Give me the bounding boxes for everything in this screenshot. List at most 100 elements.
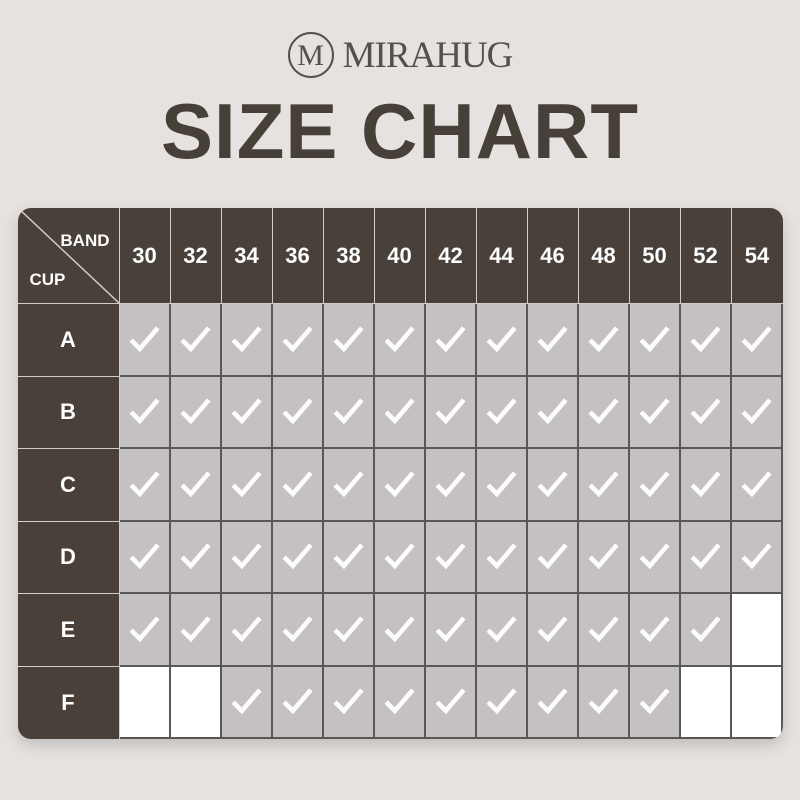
band-size-header-50: 50 [629,208,681,304]
band-size-header-36: 36 [272,208,324,304]
check-icon [486,326,517,352]
size-cell-F-32 [170,666,222,739]
check-icon [741,398,772,425]
size-cell-B-30 [119,376,171,449]
size-cell-A-48 [578,304,630,377]
band-size-header-38: 38 [323,208,375,304]
check-icon [231,688,262,715]
check-icon [435,543,466,570]
size-cell-C-38 [323,449,375,522]
size-cell-D-44 [476,521,528,594]
check-icon [231,398,262,425]
check-icon [129,543,160,570]
size-cell-C-52 [680,449,732,522]
size-cell-B-46 [527,376,579,449]
band-size-header-46: 46 [527,208,579,304]
size-cell-A-30 [119,304,171,377]
check-icon [333,543,364,570]
size-cell-D-42 [425,521,477,594]
check-icon [333,398,364,425]
check-icon [180,398,211,425]
size-cell-A-44 [476,304,528,377]
check-icon [435,616,466,642]
size-cell-A-42 [425,304,477,377]
size-cell-F-38 [323,666,375,739]
check-icon [690,471,721,497]
check-icon [282,398,313,425]
size-cell-C-42 [425,449,477,522]
check-icon [384,688,415,715]
size-cell-B-52 [680,376,732,449]
size-cell-D-54 [731,521,783,594]
size-cell-D-52 [680,521,732,594]
band-size-header-40: 40 [374,208,426,304]
check-icon [282,326,313,352]
size-cell-A-46 [527,304,579,377]
check-icon [690,616,721,642]
check-icon [384,471,415,497]
size-cell-E-30 [119,594,171,667]
check-icon [486,471,517,497]
band-size-header-54: 54 [731,208,783,304]
check-icon [741,471,772,497]
size-cell-E-46 [527,594,579,667]
size-cell-E-48 [578,594,630,667]
size-cell-E-34 [221,594,273,667]
check-icon [384,326,415,352]
size-cell-C-32 [170,449,222,522]
size-cell-F-54 [731,666,783,739]
check-icon [231,616,262,642]
size-cell-B-54 [731,376,783,449]
size-cell-E-38 [323,594,375,667]
check-icon [588,471,619,497]
band-size-header-32: 32 [170,208,222,304]
check-icon [486,688,517,715]
size-cell-B-42 [425,376,477,449]
cup-header-B: B [17,376,120,449]
check-icon [231,471,262,497]
size-cell-F-30 [119,666,171,739]
check-icon [537,398,568,425]
check-icon [282,616,313,642]
size-cell-E-40 [374,594,426,667]
check-icon [639,543,670,570]
size-cell-A-50 [629,304,681,377]
size-cell-A-52 [680,304,732,377]
check-icon [690,326,721,352]
check-icon [639,471,670,497]
size-cell-D-50 [629,521,681,594]
band-size-header-30: 30 [119,208,171,304]
check-icon [690,398,721,425]
check-icon [333,616,364,642]
band-size-header-48: 48 [578,208,630,304]
size-cell-C-50 [629,449,681,522]
size-cell-A-36 [272,304,324,377]
size-cell-F-42 [425,666,477,739]
size-cell-C-34 [221,449,273,522]
check-icon [282,471,313,497]
size-cell-A-54 [731,304,783,377]
check-icon [435,398,466,425]
size-cell-C-30 [119,449,171,522]
check-icon [435,471,466,497]
check-icon [639,688,670,715]
size-cell-A-34 [221,304,273,377]
check-icon [537,326,568,352]
check-icon [741,326,772,352]
size-cell-C-44 [476,449,528,522]
check-icon [282,543,313,570]
check-icon [435,326,466,352]
check-icon [333,471,364,497]
size-cell-E-44 [476,594,528,667]
cup-header-F: F [17,666,120,739]
size-cell-B-48 [578,376,630,449]
cup-header-C: C [17,449,120,522]
size-cell-E-36 [272,594,324,667]
check-icon [180,616,211,642]
size-cell-E-42 [425,594,477,667]
band-size-header-44: 44 [476,208,528,304]
size-cell-D-46 [527,521,579,594]
check-icon [486,543,517,570]
check-icon [537,616,568,642]
